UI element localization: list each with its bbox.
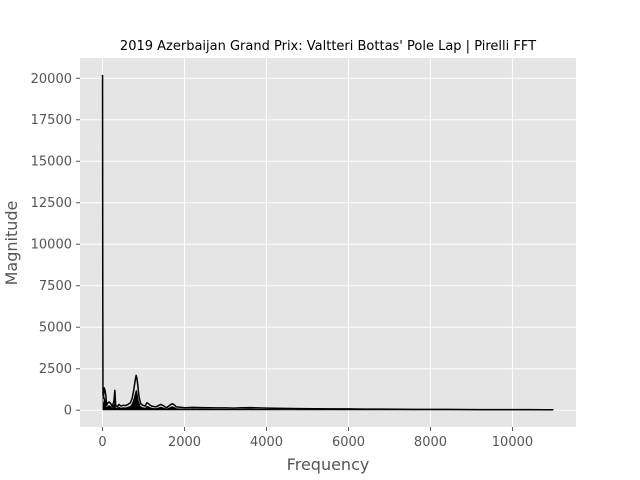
y-tick-label-4: 10000: [31, 238, 72, 253]
y-tick-label-3: 7500: [39, 279, 72, 294]
y-tick-label-8: 20000: [31, 72, 72, 87]
y-tick-label-6: 15000: [31, 155, 72, 170]
x-axis-label: Frequency: [287, 455, 370, 474]
y-axis-label: Magnitude: [2, 201, 21, 286]
plot-background: [80, 58, 576, 427]
chart-title: 2019 Azerbaijan Grand Prix: Valtteri Bot…: [120, 39, 536, 54]
x-tick-label-4: 8000: [414, 435, 447, 450]
x-tick-label-0: 0: [98, 435, 106, 450]
y-tick-label-0: 0: [64, 404, 72, 419]
x-tick-label-3: 6000: [332, 435, 365, 450]
x-tick-label-2: 4000: [250, 435, 283, 450]
y-tick-label-5: 12500: [31, 196, 72, 211]
y-tick-label-2: 5000: [39, 321, 72, 336]
series-group: [101, 74, 554, 411]
tick-labels: 0 2000 4000 6000 8000 10000 0 2500 5000 7500 10000…: [31, 72, 534, 450]
fft-series-line-0: [101, 74, 554, 411]
x-tick-label-1: 2000: [168, 435, 201, 450]
grid-lines: [80, 58, 576, 427]
x-tick-label-5: 10000: [492, 435, 533, 450]
y-tick-label-1: 2500: [39, 362, 72, 377]
y-tick-label-7: 17500: [31, 113, 72, 128]
